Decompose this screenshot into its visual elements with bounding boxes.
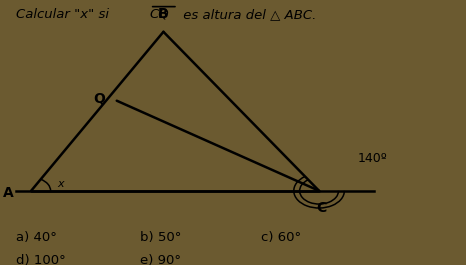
- Text: 140º: 140º: [358, 152, 388, 166]
- Text: A: A: [3, 187, 14, 200]
- Text: Calcular "x" si: Calcular "x" si: [15, 8, 113, 21]
- Text: b) 50°: b) 50°: [140, 231, 181, 244]
- Text: B: B: [158, 7, 169, 21]
- Text: a) 40°: a) 40°: [15, 231, 56, 244]
- Text: C: C: [316, 201, 326, 215]
- Text: c) 60°: c) 60°: [260, 231, 301, 244]
- Text: d) 100°: d) 100°: [15, 254, 65, 265]
- Text: Q: Q: [93, 92, 105, 106]
- Text: x: x: [57, 179, 64, 189]
- Text: e) 90°: e) 90°: [140, 254, 181, 265]
- Text: CQ: CQ: [150, 8, 170, 21]
- Text: es altura del △ ABC.: es altura del △ ABC.: [179, 8, 316, 21]
